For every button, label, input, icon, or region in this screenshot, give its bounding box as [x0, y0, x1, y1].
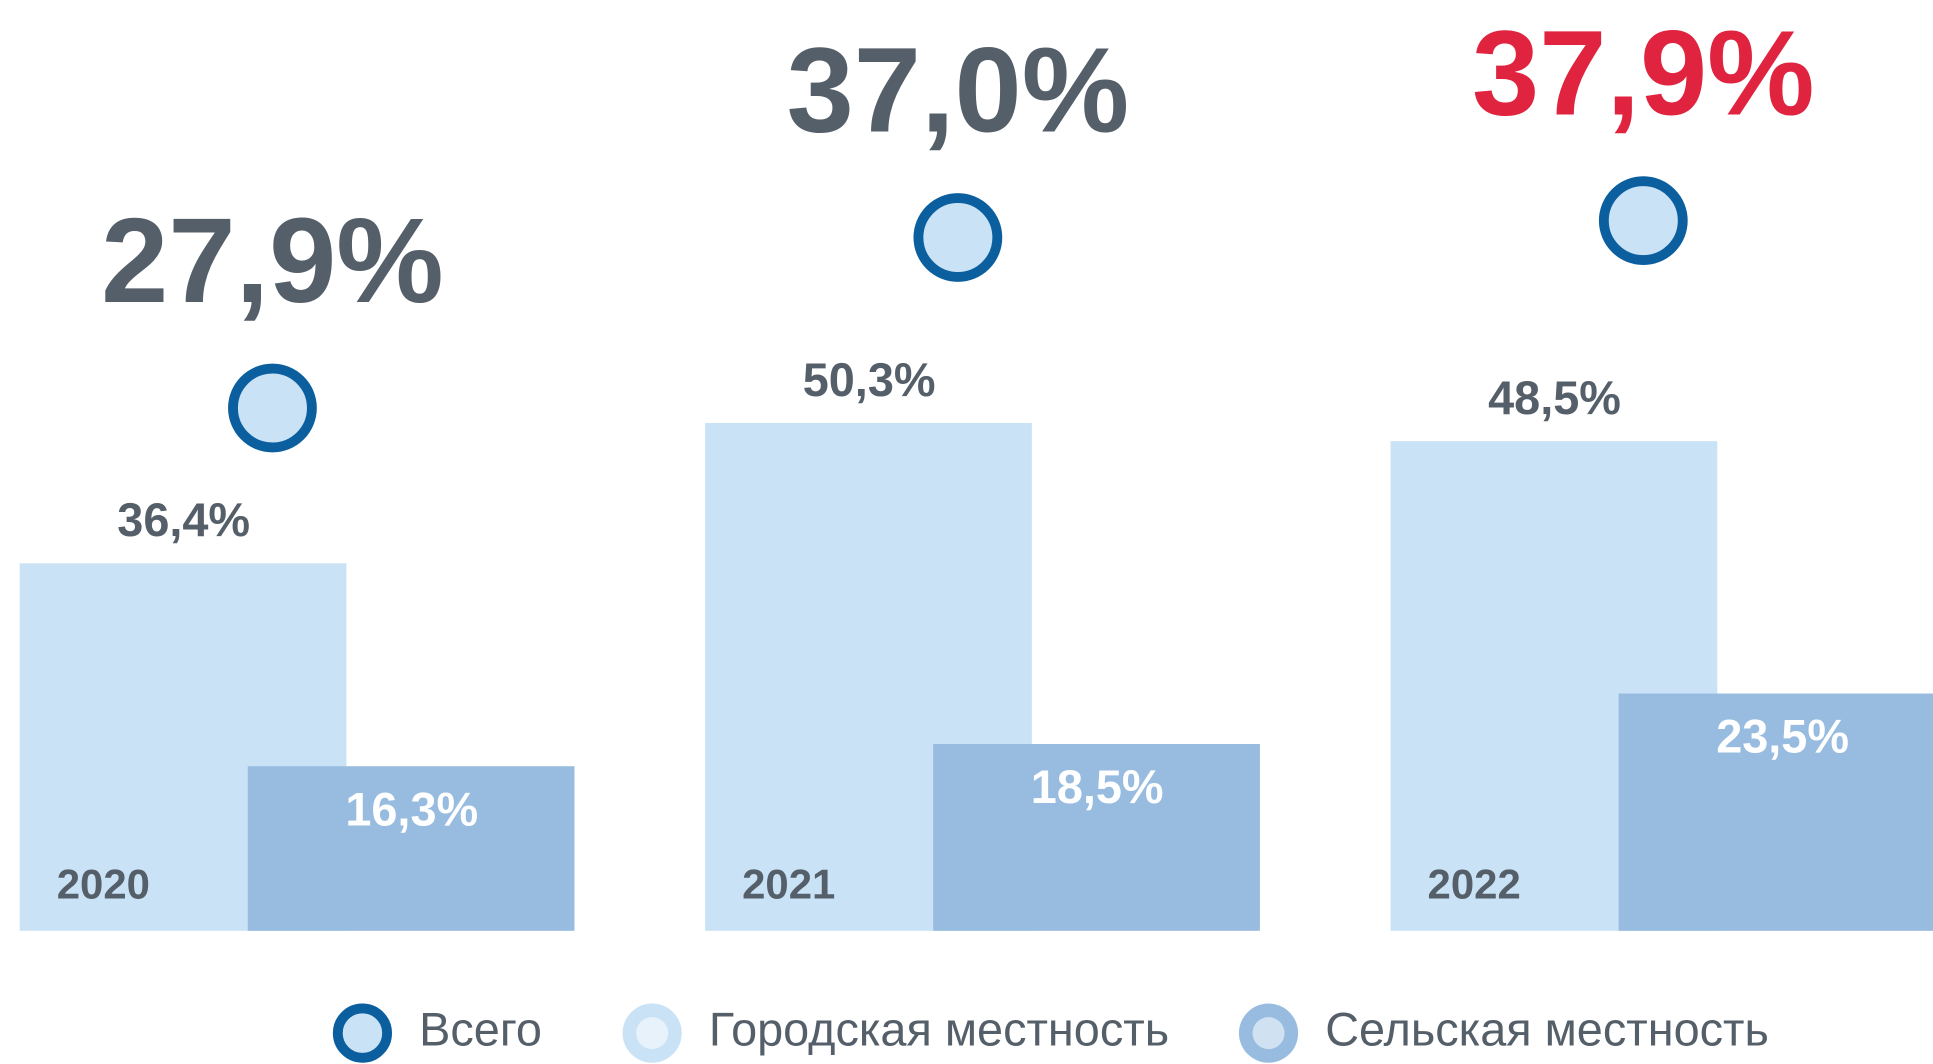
total-label: 27,9% — [101, 193, 444, 328]
x-tick-label: 2021 — [742, 861, 835, 908]
x-tick-label: 2022 — [1428, 861, 1521, 908]
value-label: 50,3% — [803, 354, 936, 406]
legend-swatch — [332, 1003, 393, 1063]
marker — [1598, 176, 1688, 266]
x-tick-label: 2020 — [57, 861, 150, 908]
total-label: 37,9% — [1472, 5, 1815, 140]
legend-swatch-inner — [1252, 1017, 1285, 1050]
bar — [1618, 693, 1933, 931]
value-label: 23,5% — [1716, 711, 1849, 763]
total-label: 37,0% — [787, 22, 1130, 157]
value-label: 18,5% — [1031, 761, 1164, 813]
legend-swatch-inner — [636, 1017, 669, 1050]
legend-label: Городская местность — [709, 1004, 1169, 1056]
marker — [228, 363, 317, 453]
value-label: 16,3% — [345, 783, 478, 835]
legend-label: Сельская местность — [1325, 1004, 1769, 1056]
bar — [247, 766, 575, 931]
marker — [913, 193, 1003, 282]
value-label: 36,4% — [117, 494, 250, 546]
legend-label: Всего — [419, 1004, 542, 1056]
value-label: 48,5% — [1488, 372, 1621, 424]
bar — [933, 744, 1260, 931]
